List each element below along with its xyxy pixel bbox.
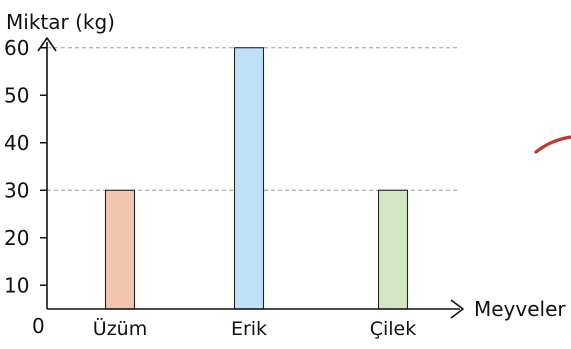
x-category-labels: Üzüm Erik Çilek (93, 317, 416, 340)
red-pen-mark (534, 135, 571, 154)
bar-1 (104, 189, 136, 310)
x-axis-title: Meyveler (474, 297, 566, 321)
y-axis-title: Miktar (kg) (6, 10, 115, 34)
x-category-label: Erik (231, 318, 267, 340)
y-tick-label: 50 (4, 83, 29, 107)
bar-2 (233, 47, 265, 310)
x-category-label: Üzüm (93, 317, 147, 340)
origin-label: 0 (32, 314, 45, 338)
y-tick-label: 10 (4, 273, 29, 297)
y-ticks: 10 20 30 40 50 60 (4, 36, 47, 297)
y-tick-label: 20 (4, 226, 29, 250)
x-category-label: Çilek (370, 318, 417, 340)
x-axis-arrow-icon (450, 299, 464, 319)
y-tick-label: 30 (4, 178, 29, 202)
y-tick-label: 40 (4, 131, 29, 155)
bar-3 (377, 189, 409, 310)
y-tick-label: 60 (4, 36, 29, 60)
axes (37, 37, 464, 319)
bars (104, 47, 409, 310)
y-axis-arrow-icon (37, 37, 57, 52)
